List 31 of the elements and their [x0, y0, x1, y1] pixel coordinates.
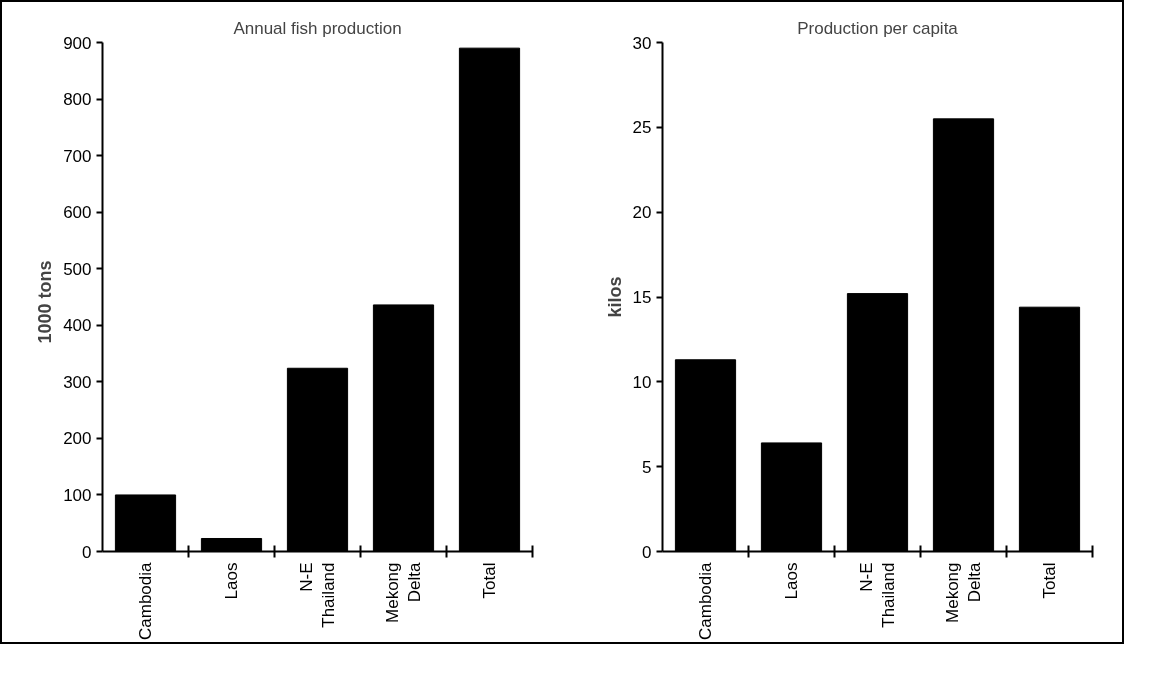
x-tick-label: Cambodia — [696, 561, 715, 640]
y-tick-label: 700 — [63, 146, 92, 166]
x-tick-label: N-E Thailand — [856, 562, 899, 628]
chart-title: Annual fish production — [233, 18, 402, 38]
y-tick-label: 400 — [63, 316, 92, 336]
y-axis-title: 1000 tons — [35, 260, 56, 344]
chart-title: Production per capita — [797, 18, 959, 38]
y-axis-title: kilos — [604, 276, 625, 318]
x-tick-label: Laos — [222, 562, 241, 600]
y-tick-label: 200 — [63, 429, 92, 449]
x-tick-label: Total — [1040, 562, 1059, 599]
y-tick-label: 300 — [63, 372, 92, 392]
y-tick-label: 25 — [632, 118, 652, 138]
y-tick-label: 15 — [632, 288, 652, 307]
y-tick-label: 10 — [632, 372, 652, 392]
y-tick-label: 5 — [642, 457, 652, 477]
y-tick-label: 0 — [82, 542, 92, 562]
x-tick-label: N-E Thailand — [296, 562, 339, 628]
x-tick-label: Total — [480, 562, 499, 599]
y-tick-label: 0 — [642, 542, 652, 562]
y-tick-label: 900 — [63, 33, 92, 53]
y-tick-label: 20 — [632, 203, 652, 223]
x-tick-label: Mekong Delta — [382, 561, 425, 623]
y-tick-label: 100 — [63, 485, 92, 505]
x-tick-label: Cambodia — [136, 561, 155, 640]
y-tick-label: 30 — [632, 33, 652, 53]
y-tick-label: 800 — [63, 90, 92, 110]
y-tick-label: 600 — [63, 203, 92, 223]
y-tick-label: 500 — [63, 259, 92, 279]
x-tick-label: Laos — [782, 562, 801, 600]
x-tick-label: Mekong Delta — [942, 561, 985, 623]
